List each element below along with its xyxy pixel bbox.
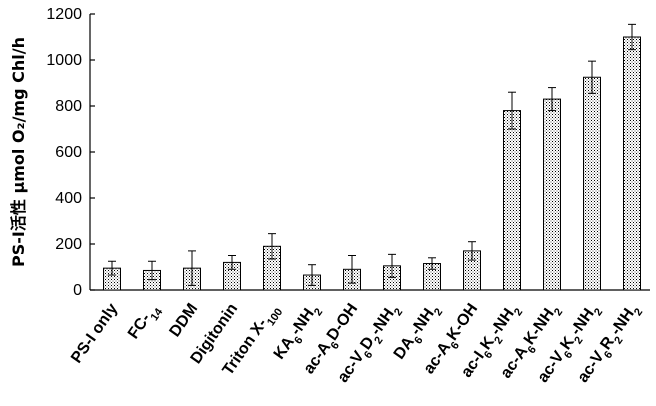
y-tick-label: 0 <box>73 282 82 299</box>
y-tick-label: 800 <box>55 98 82 115</box>
bar <box>543 98 561 291</box>
x-tick-label: PS-I only <box>68 300 121 366</box>
x-tick-label: FC-14 <box>125 300 166 345</box>
y-axis-title: PS-I活性 μmol O₂/mg Chl/h <box>9 37 28 267</box>
bar <box>623 36 641 291</box>
y-tick-label: 600 <box>55 144 82 161</box>
y-tick-label: 1200 <box>46 6 82 23</box>
bar <box>583 76 601 291</box>
y-tick-label: 400 <box>55 190 82 207</box>
x-tick-label: DA6-NH2 <box>391 301 446 366</box>
x-tick-label: DDM <box>166 301 201 341</box>
y-tick-label: 200 <box>55 236 82 253</box>
bar <box>503 110 521 291</box>
y-tick-label: 1000 <box>46 52 82 69</box>
